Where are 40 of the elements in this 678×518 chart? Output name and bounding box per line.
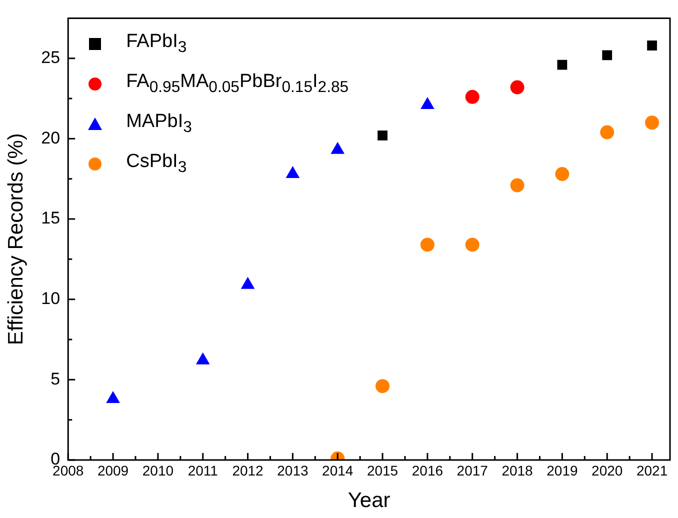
y-tick-label: 15	[41, 208, 60, 228]
point	[557, 60, 568, 70]
point	[465, 238, 480, 252]
y-tick-label: 10	[41, 289, 60, 308]
y-axis-title: Efficiency Records (%)	[4, 133, 28, 346]
legend-label: CsPbI$_{3}$	[126, 151, 187, 178]
x-tick-label: 2020	[592, 462, 623, 478]
legend-label: MAPbI$_{3}$	[126, 111, 192, 138]
legend-label: FAPbI$_{3}$	[126, 31, 187, 58]
x-tick-label: 2010	[142, 462, 174, 478]
point	[510, 178, 524, 192]
point	[196, 352, 210, 364]
legend-label: FA$_{0.95}$MA$_{0.05}$PbBr$_{0.15}$I$_{2.85}$	[126, 71, 349, 98]
y-tick-label: 25	[41, 48, 60, 68]
x-tick-label: 2009	[97, 462, 129, 478]
point	[645, 116, 660, 130]
x-tick-label: 2018	[502, 462, 534, 478]
point	[602, 50, 612, 60]
point	[106, 390, 120, 403]
point	[600, 125, 614, 140]
x-tick-label: 2019	[546, 462, 578, 478]
x-tick-label: 2017	[456, 462, 488, 478]
x-axis-title: Year	[348, 489, 390, 512]
x-tick-label: 2021	[636, 462, 668, 478]
point	[647, 40, 657, 50]
x-tick-label: 2011	[188, 462, 218, 478]
x-tick-label: 2016	[412, 462, 444, 478]
x-tick-label: 2014	[322, 462, 354, 478]
point	[378, 130, 388, 140]
point	[465, 90, 480, 104]
y-tick-label: 20	[41, 128, 60, 148]
point	[420, 238, 434, 252]
point	[555, 167, 570, 182]
point	[510, 80, 524, 94]
point	[240, 276, 255, 289]
point	[286, 166, 300, 178]
y-tick-label: 5	[50, 369, 60, 388]
x-tick-label: 2012	[232, 462, 264, 478]
x-tick-label: 2013	[277, 462, 308, 478]
x-tick-label: 2015	[366, 462, 398, 478]
